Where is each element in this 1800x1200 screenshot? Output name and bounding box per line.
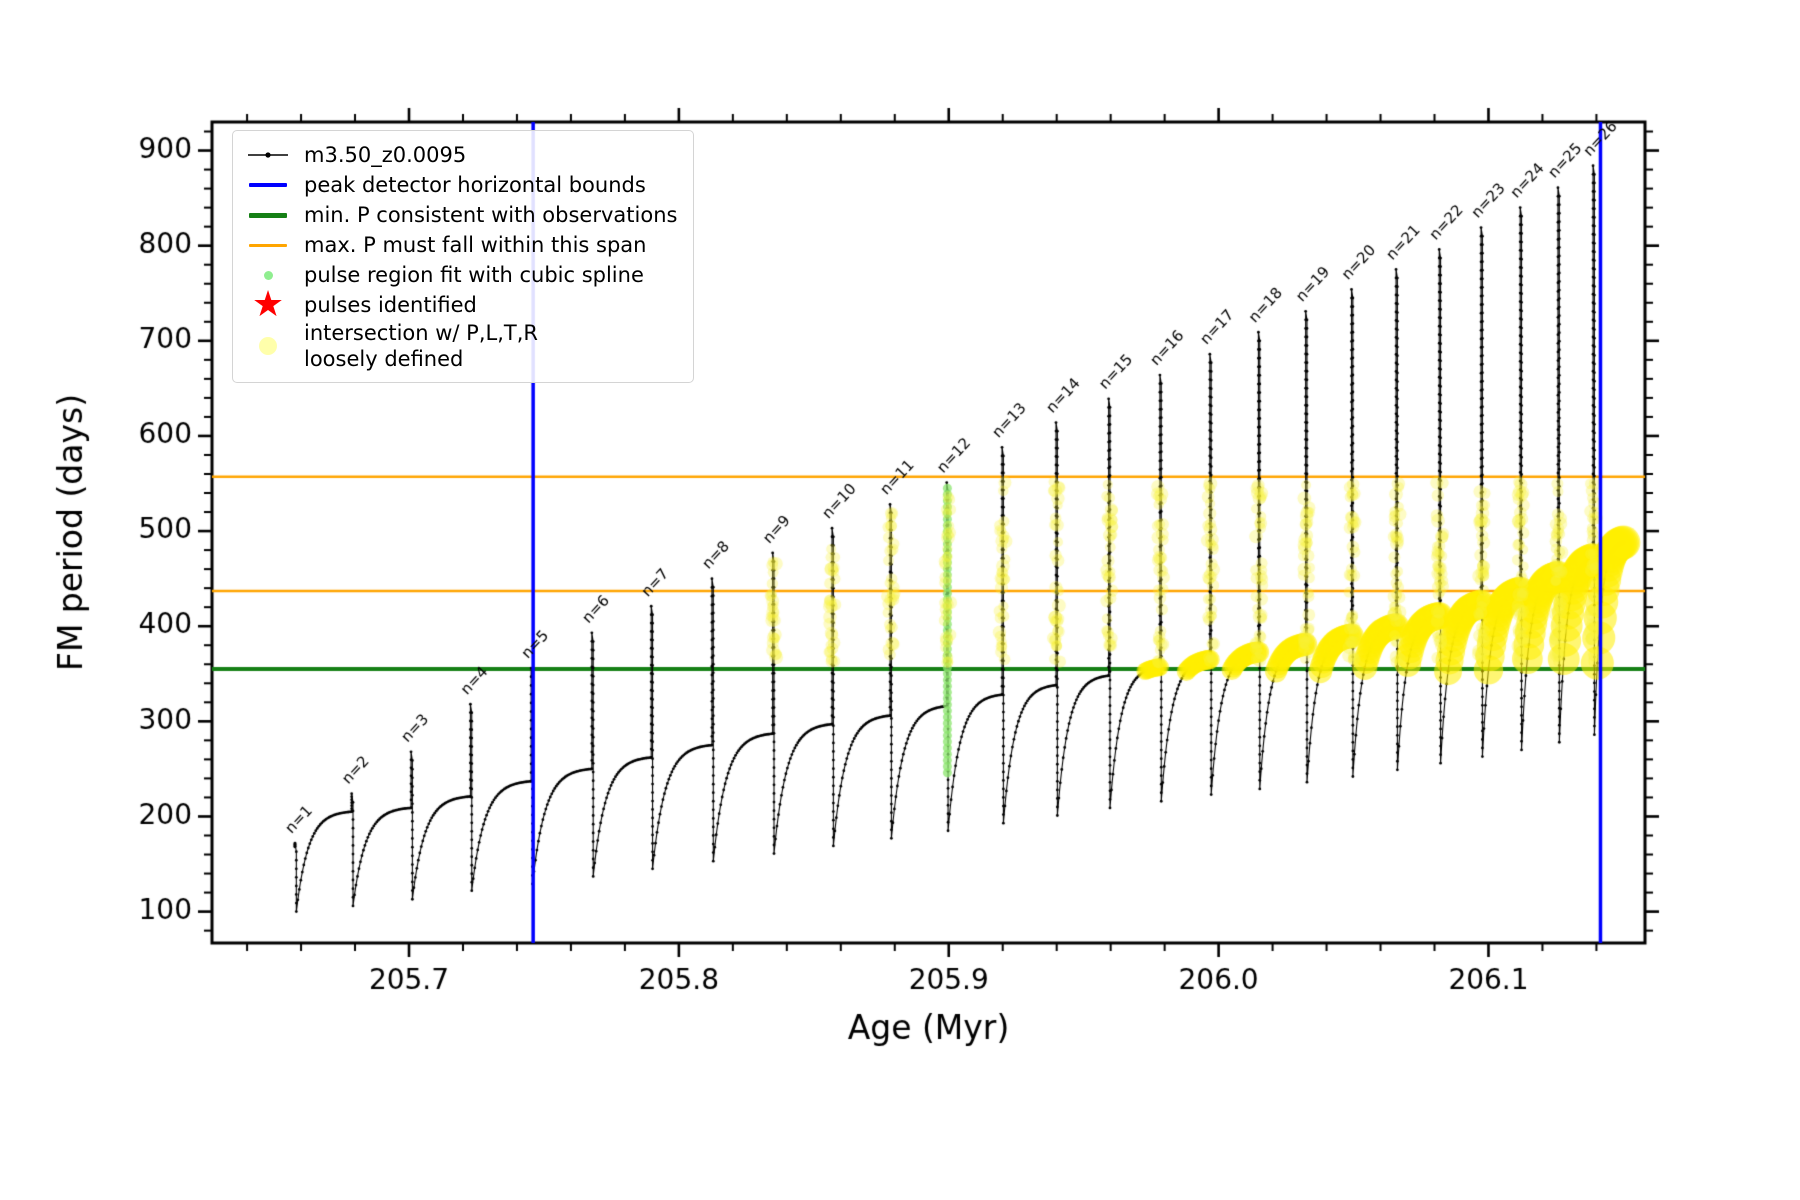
legend-label: intersection w/ P,L,T,R loosely defined — [304, 321, 538, 372]
legend-label: pulses identified — [304, 293, 477, 317]
legend-item-intersection: intersection w/ P,L,T,R loosely defined — [245, 320, 677, 373]
legend-item-spline: pulse region fit with cubic spline — [245, 260, 677, 290]
intersection-dot-icon — [245, 337, 291, 356]
legend-label: pulse region fit with cubic spline — [304, 263, 644, 287]
legend-item-peak-bounds: peak detector horizontal bounds — [245, 170, 677, 200]
spline-dot-icon — [245, 270, 291, 280]
min-p-line-icon — [245, 212, 291, 218]
legend-label: peak detector horizontal bounds — [304, 173, 646, 197]
legend: m3.50_z0.0095 peak detector horizontal b… — [232, 130, 695, 383]
legend-item-max-p: max. P must fall within this span — [245, 230, 677, 260]
legend-item-min-p: min. P consistent with observations — [245, 200, 677, 230]
series-line-icon — [245, 147, 291, 163]
pulse-star-icon: ★ — [251, 284, 285, 325]
legend-label: max. P must fall within this span — [304, 233, 647, 257]
max-p-line-icon — [245, 243, 291, 247]
peak-bounds-line-icon — [245, 183, 291, 187]
legend-item-pulses: ★ pulses identified — [245, 284, 677, 325]
legend-item-series: m3.50_z0.0095 — [245, 140, 677, 170]
legend-label: m3.50_z0.0095 — [304, 143, 467, 167]
legend-label: min. P consistent with observations — [304, 203, 678, 227]
